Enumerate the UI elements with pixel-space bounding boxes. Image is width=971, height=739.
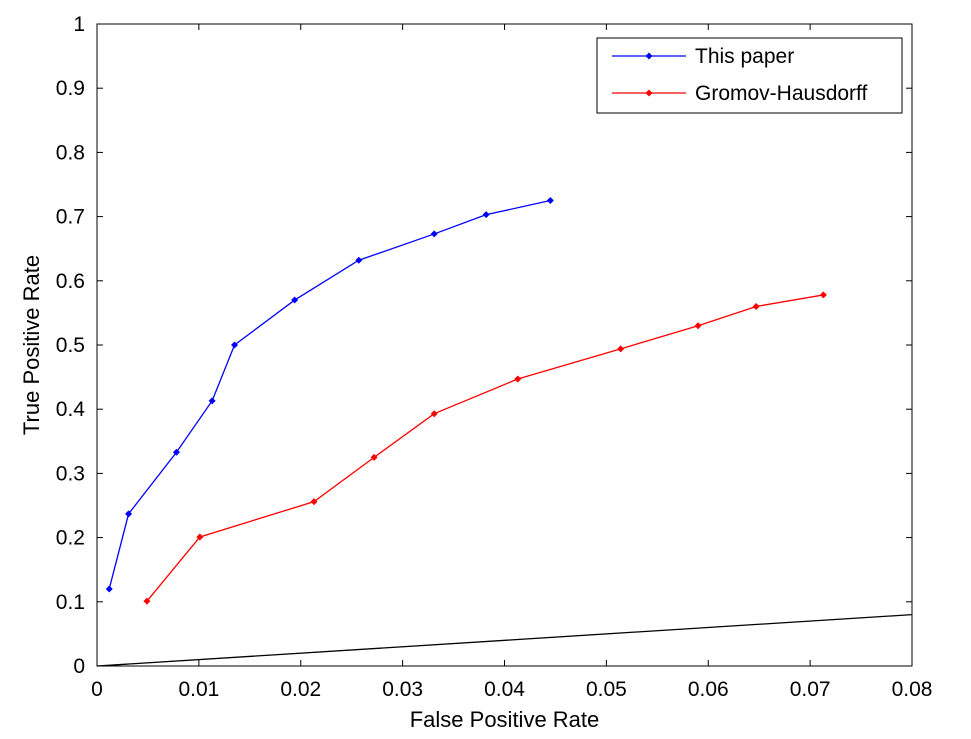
series-line-this-paper — [108, 199, 551, 590]
x-tick-label: 0.07 — [790, 678, 831, 701]
legend: This paper Gromov-Hausdorff — [596, 37, 903, 114]
data-point-gromov-hausdorff — [370, 453, 378, 461]
data-point-gromov-hausdorff — [143, 597, 151, 605]
y-tick-label: 1 — [73, 13, 85, 36]
x-tick-label: 0.03 — [382, 678, 423, 701]
y-tick-label: 0.4 — [56, 398, 86, 421]
x-tick-label: 0.08 — [892, 678, 933, 701]
legend-marker-gromov-hausdorff — [645, 89, 653, 97]
data-point-this-paper — [231, 341, 239, 349]
x-tick-label: 0.04 — [484, 678, 525, 701]
series-layer — [96, 197, 913, 667]
x-tick-label: 0.02 — [280, 678, 321, 701]
data-point-gromov-hausdorff — [430, 410, 438, 418]
y-tick-label: 0.3 — [56, 462, 85, 485]
y-tick-label: 0.7 — [56, 206, 85, 229]
data-point-gromov-hausdorff — [514, 375, 522, 383]
x-axis-title: False Positive Rate — [410, 707, 600, 732]
data-point-this-paper — [482, 211, 490, 219]
ticks-layer: 0 0.01 0.02 0.03 0.04 0.05 0.06 0.07 0.08 0 0.1 0.2… — [56, 13, 933, 701]
data-point-this-paper — [355, 256, 363, 264]
data-point-this-paper — [546, 197, 554, 205]
data-point-gromov-hausdorff — [694, 322, 702, 330]
legend-label-this-paper: This paper — [695, 45, 794, 68]
data-point-this-paper — [208, 397, 216, 405]
y-tick-label: 0.6 — [56, 270, 85, 293]
data-point-gromov-hausdorff — [752, 302, 760, 310]
x-tick-label: 0.05 — [586, 678, 627, 701]
y-tick-label: 0.5 — [56, 334, 85, 357]
legend-box — [596, 37, 903, 114]
series-line-gromov-hausdorff — [146, 294, 824, 602]
data-point-this-paper — [430, 230, 438, 238]
plot-frame — [96, 23, 913, 667]
series-line-reference — [96, 613, 913, 667]
y-tick-label: 0.2 — [56, 527, 85, 550]
data-point-this-paper — [291, 296, 299, 304]
legend-marker-this-paper — [645, 52, 653, 60]
data-point-gromov-hausdorff — [617, 345, 625, 353]
x-tick-label: 0.06 — [688, 678, 729, 701]
data-point-this-paper — [105, 585, 113, 593]
plot-area — [97, 24, 912, 666]
data-point-this-paper — [172, 448, 180, 456]
data-point-gromov-hausdorff — [819, 291, 827, 299]
data-point-gromov-hausdorff — [196, 533, 204, 541]
data-point-this-paper — [125, 510, 133, 518]
y-tick-label: 0.8 — [56, 141, 85, 164]
legend-label-gromov-hausdorff: Gromov-Hausdorff — [695, 82, 868, 105]
x-tick-label: 0 — [91, 678, 103, 701]
y-tick-label: 0.9 — [56, 77, 85, 100]
x-tick-label: 0.01 — [178, 678, 219, 701]
y-tick-label: 0.1 — [56, 591, 85, 614]
data-point-gromov-hausdorff — [310, 498, 318, 506]
y-axis-title: True Positive Rate — [19, 255, 44, 435]
y-tick-label: 0 — [73, 655, 85, 678]
